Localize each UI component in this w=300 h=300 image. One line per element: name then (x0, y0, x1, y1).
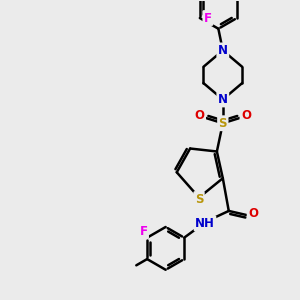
Text: O: O (195, 109, 205, 122)
Text: F: F (140, 225, 148, 238)
Text: N: N (218, 93, 228, 106)
Text: O: O (241, 109, 251, 122)
Text: NH: NH (195, 217, 215, 230)
Text: O: O (248, 207, 258, 220)
Text: S: S (219, 117, 227, 130)
Text: N: N (218, 44, 228, 57)
Text: F: F (204, 11, 212, 25)
Text: S: S (195, 193, 203, 206)
